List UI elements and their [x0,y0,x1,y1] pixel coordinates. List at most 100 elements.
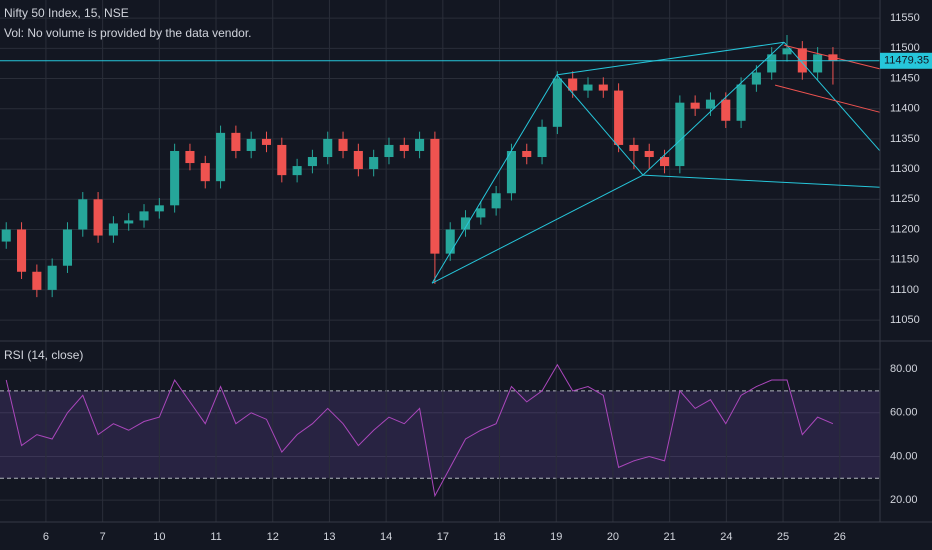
y-tick-label: 11250 [890,193,920,205]
candle-body [721,99,731,121]
candle-body [200,163,210,182]
trend-line [784,44,881,70]
x-tick-label: 19 [550,531,562,543]
candle-body [660,157,670,167]
candle-body [690,102,700,109]
candle-body [675,102,685,167]
y-tick-label: 11200 [890,223,920,235]
candle-body [231,132,241,151]
candle-body [139,211,149,221]
candle-body [460,217,471,230]
chart-subtitle: Vol: No volume is provided by the data v… [4,26,251,40]
candle-body [506,150,516,194]
candle-body [1,229,11,242]
y-tick-label: 11050 [890,314,920,326]
candle-body [782,48,792,55]
candle-body [323,138,333,158]
rsi-title: RSI (14, close) [4,348,83,362]
y-tick-label: 80.00 [890,363,918,375]
candle-body [614,90,624,145]
trend-line [642,174,881,188]
candle-body [537,126,547,158]
x-tick-label: 26 [834,531,846,543]
candle-body [307,157,317,167]
y-tick-label: 11350 [890,133,920,145]
candle-body [644,150,654,158]
plot [0,35,881,498]
candle-body [78,199,88,230]
x-tick-label: 17 [437,531,449,543]
candle-body [522,150,532,158]
y-tick-label: 20.00 [890,494,918,506]
grid [0,0,880,522]
x-tick-label: 11 [210,531,221,543]
candle-body [552,78,562,127]
candle-body [399,144,409,151]
candle-body [705,99,715,109]
y-tick-label: 11450 [890,72,920,84]
candle-body [154,205,164,212]
x-tick-label: 24 [720,531,732,543]
last-price-box [880,52,932,69]
candle-body [353,150,363,170]
x-tick-label: 10 [153,531,165,543]
labels: 11550 11500 11450 11400 11350 11300 11250 11200… [43,12,932,543]
candle-body [491,193,501,209]
y-tick-label: 11100 [890,284,919,296]
candle-body [108,223,118,236]
y-tick-label: 11400 [890,103,920,115]
candle-body [261,138,272,145]
candle-body [568,78,578,91]
candle-body [445,229,455,254]
trend-line [774,84,881,113]
y-tick-label: 11150 [890,254,919,266]
candle-body [170,150,180,206]
rsi-band [0,390,880,479]
x-tick-label: 7 [100,531,106,543]
candle-body [277,144,287,176]
candle-body [369,157,379,170]
candle-body [629,144,639,151]
rsi-line [5,363,834,498]
candle-body [430,138,440,254]
x-tick-label: 13 [323,531,335,543]
x-tick-label: 20 [607,531,619,543]
candle-body [384,144,394,158]
x-tick-label: 12 [267,531,279,543]
y-tick-label: 11500 [890,42,920,54]
candle-body [216,132,226,182]
chart-title: Nifty 50 Index, 15, NSE [4,6,129,20]
candle-body [93,199,103,236]
x-tick-label: 18 [493,531,505,543]
y-tick-label: 60.00 [890,407,918,419]
candle-body [124,220,134,224]
candle-body [47,265,57,290]
candle-body [813,54,823,73]
candle-body [185,150,195,164]
candle-body [32,271,42,290]
candle-body [583,84,593,91]
candle-body [246,138,256,151]
y-tick-label: 11550 [890,12,920,24]
candle-body [415,138,425,151]
candle-body [476,208,486,218]
candle-body [62,229,73,266]
x-tick-label: 21 [664,531,676,543]
last-price-label: 11479.35 [884,55,929,67]
candle-body [751,72,761,85]
trend-line [556,74,644,176]
x-tick-label: 6 [43,531,49,543]
candle-body [17,229,27,272]
candle-body [736,84,746,121]
y-tick-label: 40.00 [890,450,918,462]
x-tick-label: 25 [777,531,789,543]
candle-body [598,84,608,91]
x-tick-label: 14 [380,531,392,543]
candle-body [767,54,777,73]
candle-body [338,138,348,151]
candle-body [292,166,302,176]
y-tick-label: 11300 [890,163,920,175]
